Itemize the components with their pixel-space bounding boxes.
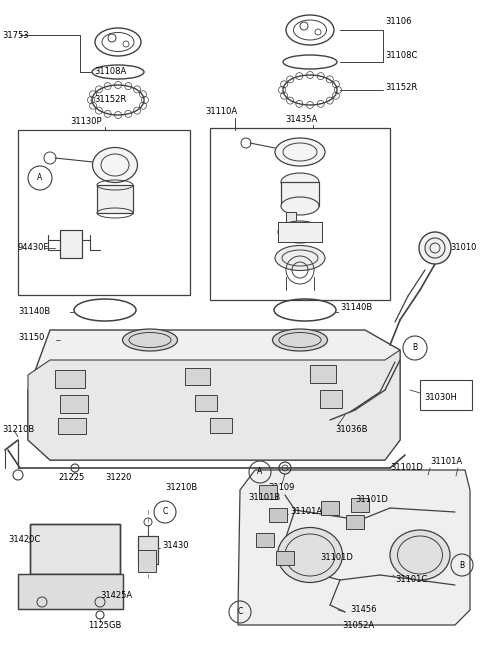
Bar [18,130,190,295]
Bar [97,185,133,213]
Text: 31052A: 31052A [342,621,374,629]
Bar [55,370,85,388]
Text: 21225: 21225 [58,474,84,483]
Ellipse shape [273,329,327,351]
Bar [138,536,158,564]
Text: 31110A: 31110A [205,108,237,117]
Text: 31140B: 31140B [340,303,372,312]
Bar [30,524,120,574]
Bar [351,498,369,512]
Bar [256,533,274,547]
Bar [286,212,296,224]
Text: B: B [412,343,418,353]
Bar [60,395,88,413]
Bar [97,185,133,213]
Text: B: B [459,561,465,570]
Text: 31101C: 31101C [395,575,427,584]
Text: C: C [162,507,168,516]
Circle shape [419,232,451,264]
Bar [195,395,217,411]
Bar [281,182,319,206]
Bar [281,182,319,206]
Bar [138,536,158,564]
Ellipse shape [275,138,325,166]
Ellipse shape [277,527,343,583]
Text: 31101A: 31101A [290,507,322,516]
Bar [321,501,339,515]
Text: 31101A: 31101A [430,457,462,467]
Text: 31430: 31430 [162,542,189,551]
Text: 31101B: 31101B [248,494,280,502]
Bar [30,524,120,574]
Text: 31101D: 31101D [320,553,353,562]
Text: 31108A: 31108A [94,67,126,76]
Ellipse shape [93,148,137,183]
Bar [310,365,336,383]
Text: 31101D: 31101D [390,463,423,472]
Text: 31130P: 31130P [70,117,102,126]
Bar [58,418,86,434]
Bar [420,380,472,410]
Text: 1125GB: 1125GB [88,621,121,631]
Text: 94430F: 94430F [18,244,49,253]
Bar [18,574,123,609]
Bar [138,550,156,572]
Text: 31210B: 31210B [2,426,34,435]
Bar [278,222,322,242]
Bar [286,212,296,224]
Bar [320,390,342,408]
Text: 31010: 31010 [450,244,476,253]
Text: A: A [257,467,263,476]
Bar [210,418,232,433]
Bar [60,230,82,258]
Text: 31420C: 31420C [8,535,40,544]
Text: 31435A: 31435A [285,115,317,124]
Ellipse shape [281,173,319,191]
Bar [278,222,322,242]
Ellipse shape [281,197,319,215]
Bar [210,128,390,300]
Bar [185,368,210,385]
Polygon shape [28,350,400,460]
Text: 31036B: 31036B [335,426,368,435]
Text: C: C [238,608,242,616]
Ellipse shape [275,246,325,270]
Text: 31140B: 31140B [18,308,50,316]
Text: 31150: 31150 [18,334,44,343]
Bar [60,230,82,258]
Bar [346,515,364,529]
Ellipse shape [122,329,178,351]
Ellipse shape [390,530,450,580]
Text: 31425A: 31425A [100,592,132,601]
Bar [18,574,123,609]
Text: 31101D: 31101D [355,496,388,505]
Text: 31210B: 31210B [165,483,197,492]
Text: 31106: 31106 [385,17,411,27]
Text: 31152R: 31152R [94,95,126,104]
Text: 31753: 31753 [2,30,29,40]
Text: 31109: 31109 [268,483,294,492]
Polygon shape [238,470,470,625]
Text: 31220: 31220 [105,474,132,483]
Bar [276,551,294,565]
Polygon shape [28,330,400,460]
Text: 31030H: 31030H [424,393,457,402]
Ellipse shape [278,221,322,243]
Text: 31456: 31456 [350,605,376,614]
Text: 31108C: 31108C [385,51,418,60]
Bar [259,485,277,499]
Text: 31152R: 31152R [385,84,417,93]
Bar [269,508,287,522]
Text: A: A [37,174,43,183]
